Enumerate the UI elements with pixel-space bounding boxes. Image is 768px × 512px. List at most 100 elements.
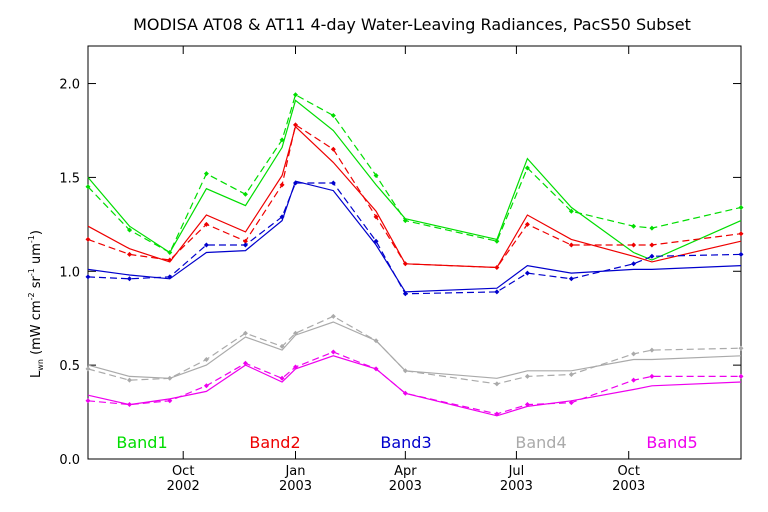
data-point (649, 225, 655, 231)
data-point (167, 257, 173, 263)
data-point (242, 238, 248, 244)
y-tick-label: 2.0 (59, 78, 80, 93)
data-point (203, 357, 209, 363)
data-point (524, 221, 530, 227)
legend: Band1 Band2 Band3 Band4 Band5 (116, 433, 697, 452)
series-layer (85, 92, 744, 417)
series-band2-solid (87, 125, 742, 269)
data-point (402, 218, 408, 224)
data-point (649, 347, 655, 353)
data-point (524, 270, 530, 276)
data-point (373, 366, 379, 372)
x-tick-month-label: Oct (617, 464, 639, 479)
series-band5-dashed (85, 349, 744, 417)
data-point (568, 400, 574, 406)
data-point (203, 383, 209, 389)
data-point (568, 242, 574, 248)
data-point (242, 191, 248, 197)
data-point (85, 398, 91, 404)
series-line (87, 315, 742, 385)
data-point (167, 274, 173, 280)
data-point (631, 223, 637, 229)
x-tick-month-label: Jan (284, 464, 305, 479)
series-band1-solid (87, 99, 742, 261)
data-point (524, 373, 530, 379)
data-point (494, 238, 500, 244)
x-tick-month-label: Jul (508, 464, 525, 479)
data-point (649, 373, 655, 379)
x-tick-year-label: 2003 (389, 479, 422, 494)
series-band4-solid (87, 321, 742, 379)
data-point (279, 137, 285, 143)
data-point (568, 208, 574, 214)
data-point (292, 92, 298, 98)
legend-item-band5: Band5 (646, 433, 697, 452)
data-point (203, 171, 209, 177)
data-point (738, 345, 744, 351)
series-band2-dashed (85, 122, 744, 271)
series-line (87, 123, 742, 269)
data-point (738, 231, 744, 237)
data-point (203, 242, 209, 248)
x-tick-year-label: 2003 (612, 479, 645, 494)
data-point (330, 349, 336, 355)
data-point (738, 373, 744, 379)
data-point (373, 214, 379, 220)
data-point (524, 165, 530, 171)
series-line (87, 355, 742, 417)
data-point (524, 402, 530, 408)
series-line (87, 93, 742, 254)
y-tick-label: 0.5 (59, 359, 80, 374)
data-point (292, 122, 298, 128)
data-point (649, 242, 655, 248)
data-point (126, 227, 132, 233)
data-point (203, 221, 209, 227)
legend-item-band4: Band4 (515, 433, 566, 452)
data-point (126, 251, 132, 257)
data-point (402, 261, 408, 267)
data-point (330, 146, 336, 152)
legend-item-band2: Band2 (249, 433, 300, 452)
data-point (126, 377, 132, 383)
plot-frame (87, 45, 742, 460)
x-tick-year-label: 2002 (167, 479, 200, 494)
data-point (85, 366, 91, 372)
data-point (279, 343, 285, 349)
series-band4-dashed (85, 313, 744, 387)
data-point (167, 250, 173, 255)
series-line (87, 99, 742, 261)
x-tick-month-label: Apr (394, 464, 417, 479)
data-point (279, 214, 285, 220)
series-band3-solid (87, 180, 742, 293)
data-point (292, 330, 298, 336)
data-point (126, 402, 132, 408)
series-line (87, 321, 742, 379)
x-tick-year-label: 2003 (500, 479, 533, 494)
series-line (87, 351, 741, 415)
legend-item-band3: Band3 (380, 433, 431, 452)
data-point (373, 338, 379, 344)
series-band5-solid (87, 355, 742, 417)
data-point (330, 313, 336, 319)
data-point (85, 236, 91, 242)
data-point (494, 411, 500, 417)
data-point (631, 351, 637, 357)
data-point (631, 377, 637, 383)
series-band1-dashed (85, 92, 744, 255)
data-point (126, 276, 132, 282)
data-point (568, 276, 574, 282)
x-tick-year-label: 2003 (279, 479, 312, 494)
data-point (494, 381, 500, 387)
data-point (242, 360, 248, 366)
series-line (87, 180, 742, 293)
data-point (494, 289, 500, 295)
y-tick-label: 1.5 (59, 171, 80, 186)
data-point (242, 330, 248, 336)
series-line (87, 125, 742, 269)
data-point (649, 253, 655, 259)
data-point (167, 375, 173, 381)
data-point (402, 291, 408, 297)
chart-title: MODISA AT08 & AT11 4-day Water-Leaving R… (133, 15, 691, 34)
